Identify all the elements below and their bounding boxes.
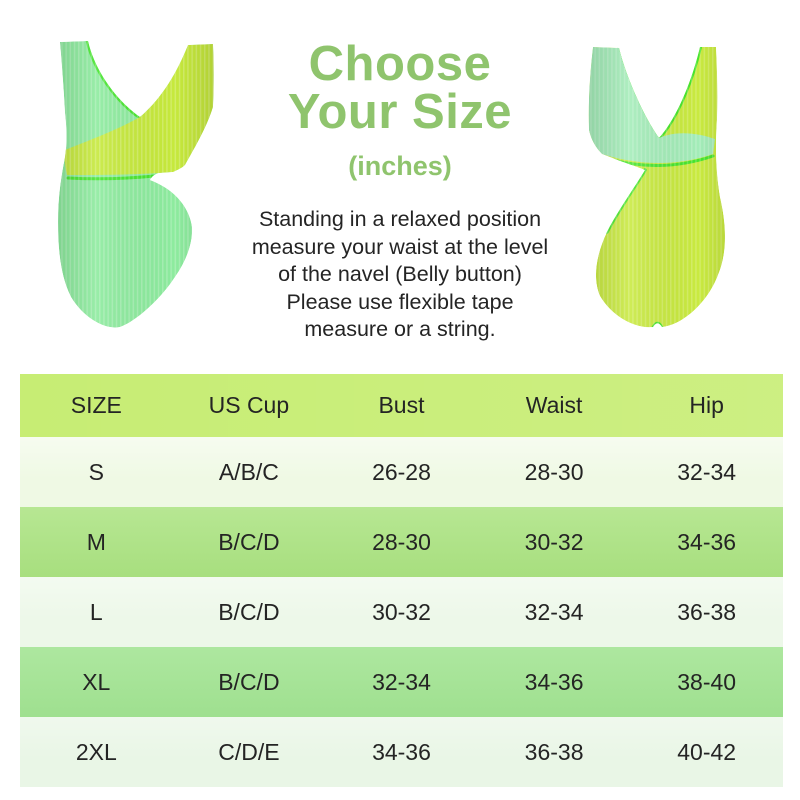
cell-uscup: A/B/C — [218, 458, 279, 485]
front-suit-shading — [58, 41, 214, 328]
cell-hip: 34-36 — [677, 528, 737, 555]
cell-bust: 30-32 — [372, 598, 431, 625]
instruction-line: Standing in a relaxed position — [258, 207, 542, 231]
table-header-row: SIZE US Cup Bust Waist Hip — [20, 374, 783, 437]
cell-hip: 40-42 — [677, 738, 737, 765]
title-line-1: Choose — [308, 37, 492, 91]
column-header-hip: Hip — [689, 392, 724, 418]
cell-waist: 34-36 — [524, 668, 584, 695]
cell-size: 2XL — [75, 738, 117, 765]
cell-waist: 32-34 — [524, 598, 584, 625]
column-header-waist: Waist — [525, 392, 583, 418]
title-line-2: Your Size — [287, 85, 513, 139]
cell-size: L — [89, 598, 103, 625]
table-row-m: M B/C/D 28-30 30-32 34-36 — [20, 507, 783, 577]
table-row-xl: XL B/C/D 32-34 34-36 38-40 — [20, 647, 783, 717]
cell-uscup: B/C/D — [218, 598, 280, 625]
cell-bust: 26-28 — [372, 458, 431, 485]
measuring-instructions: Standing in a relaxed position measure y… — [172, 206, 628, 344]
cell-size: M — [86, 528, 106, 555]
swimsuit-front-illustration — [58, 41, 214, 328]
cell-hip: 38-40 — [677, 668, 737, 695]
header-block: Choose Your Size (inches) Standing in a … — [172, 40, 628, 344]
cell-waist: 28-30 — [524, 458, 584, 485]
cell-waist: 30-32 — [524, 528, 584, 555]
table-row-s: S A/B/C 26-28 28-30 32-34 — [20, 437, 783, 507]
table-row-2xl: 2XL C/D/E 34-36 36-38 40-42 — [20, 717, 783, 787]
column-header-uscup: US Cup — [208, 392, 290, 418]
units-subtitle: (inches) — [348, 151, 452, 181]
cell-size: S — [88, 458, 104, 485]
cell-uscup: B/C/D — [218, 668, 280, 695]
cell-bust: 28-30 — [372, 528, 431, 555]
instruction-line: Please use flexible tape — [286, 289, 514, 314]
cell-bust: 34-36 — [372, 738, 431, 765]
cell-hip: 32-34 — [677, 458, 737, 485]
size-chart-table: SIZE US Cup Bust Waist Hip S A/B/C 26-28… — [20, 374, 783, 787]
cell-uscup: B/C/D — [218, 528, 280, 555]
swimsuit-back-illustration — [588, 47, 726, 328]
cell-hip: 36-38 — [677, 598, 737, 625]
cell-waist: 36-38 — [524, 738, 584, 765]
cell-size: XL — [82, 668, 111, 695]
column-header-bust: Bust — [378, 392, 425, 418]
instruction-line: measure your waist at the level — [251, 234, 549, 259]
cell-uscup: C/D/E — [218, 738, 280, 765]
page-title: Choose Your Size — [172, 37, 628, 139]
cell-bust: 32-34 — [372, 668, 431, 695]
column-header-size: SIZE — [70, 392, 122, 418]
instruction-line: of the navel (Belly button) — [278, 262, 522, 286]
back-suit-shading — [588, 47, 726, 328]
instruction-line: measure or a string. — [304, 317, 496, 341]
table-row-l: L B/C/D 30-32 32-34 36-38 — [20, 577, 783, 647]
